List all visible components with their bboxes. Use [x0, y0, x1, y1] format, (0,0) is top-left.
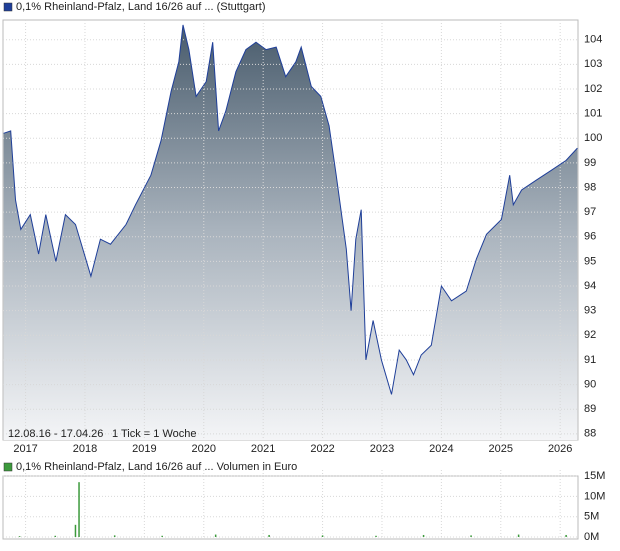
- volume-bar: [161, 535, 163, 537]
- x-tick-label: 2020: [192, 443, 216, 455]
- legend-label: 0,1% Rheinland-Pfalz, Land 16/26 auf ...…: [16, 461, 297, 473]
- volume-bar: [113, 535, 116, 537]
- y-tick-label: 10M: [584, 490, 605, 502]
- area: [3, 24, 578, 441]
- y-tick-label: 0M: [584, 531, 599, 543]
- y-tick-label: 93: [584, 305, 596, 317]
- legend-swatch: [3, 2, 13, 12]
- legend-label: 0,1% Rheinland-Pfalz, Land 16/26 auf ...…: [16, 1, 265, 13]
- y-tick-label: 98: [584, 181, 596, 193]
- volume-bar: [74, 524, 77, 537]
- volume-bar: [268, 534, 270, 537]
- y-tick-label: 103: [584, 58, 602, 70]
- volume-bar: [422, 534, 425, 537]
- y-tick-label: 88: [584, 428, 596, 440]
- y-tick-label: 95: [584, 255, 596, 267]
- y-tick-label: 89: [584, 403, 596, 415]
- y-tick-label: 104: [584, 34, 602, 46]
- volume-bar: [54, 535, 57, 537]
- volume-bar: [78, 482, 80, 537]
- x-tick-label: 2019: [132, 443, 156, 455]
- y-tick-label: 97: [584, 206, 596, 218]
- volume-frame: [2, 475, 579, 540]
- y-tick-label: 100: [584, 132, 602, 144]
- x-tick-label: 2026: [548, 443, 572, 455]
- x-tick-label: 2017: [13, 443, 37, 455]
- y-tick-label: 15M: [584, 470, 605, 482]
- price-line: [3, 24, 578, 395]
- x-tick-label: 2022: [310, 443, 334, 455]
- y-tick-label: 94: [584, 280, 596, 292]
- y-tick-label: 5M: [584, 511, 599, 523]
- volume-bar: [18, 536, 21, 537]
- y-tick-label: 99: [584, 157, 596, 169]
- y-tick-label: 101: [584, 108, 602, 120]
- y-tick-label: 102: [584, 83, 602, 95]
- x-tick-label: 2024: [429, 443, 453, 455]
- y-tick-label: 92: [584, 329, 596, 341]
- x-tick-label: 2025: [489, 443, 513, 455]
- volume-bar: [517, 534, 520, 537]
- volume-bar: [214, 534, 217, 537]
- volume-bar: [565, 534, 567, 537]
- volume-bar: [470, 535, 472, 537]
- y-tick-label: 90: [584, 378, 596, 390]
- period-label: 12.08.16 - 17.04.26: [8, 428, 103, 440]
- x-tick-label: 2018: [73, 443, 97, 455]
- y-tick-label: 91: [584, 354, 596, 366]
- tick-note: 1 Tick = 1 Woche: [112, 428, 196, 440]
- legend-swatch: [3, 462, 13, 472]
- volume-bar: [321, 535, 324, 537]
- y-tick-label: 96: [584, 231, 596, 243]
- x-tick-label: 2021: [251, 443, 275, 455]
- x-tick-label: 2023: [370, 443, 394, 455]
- volume-bar: [375, 535, 377, 537]
